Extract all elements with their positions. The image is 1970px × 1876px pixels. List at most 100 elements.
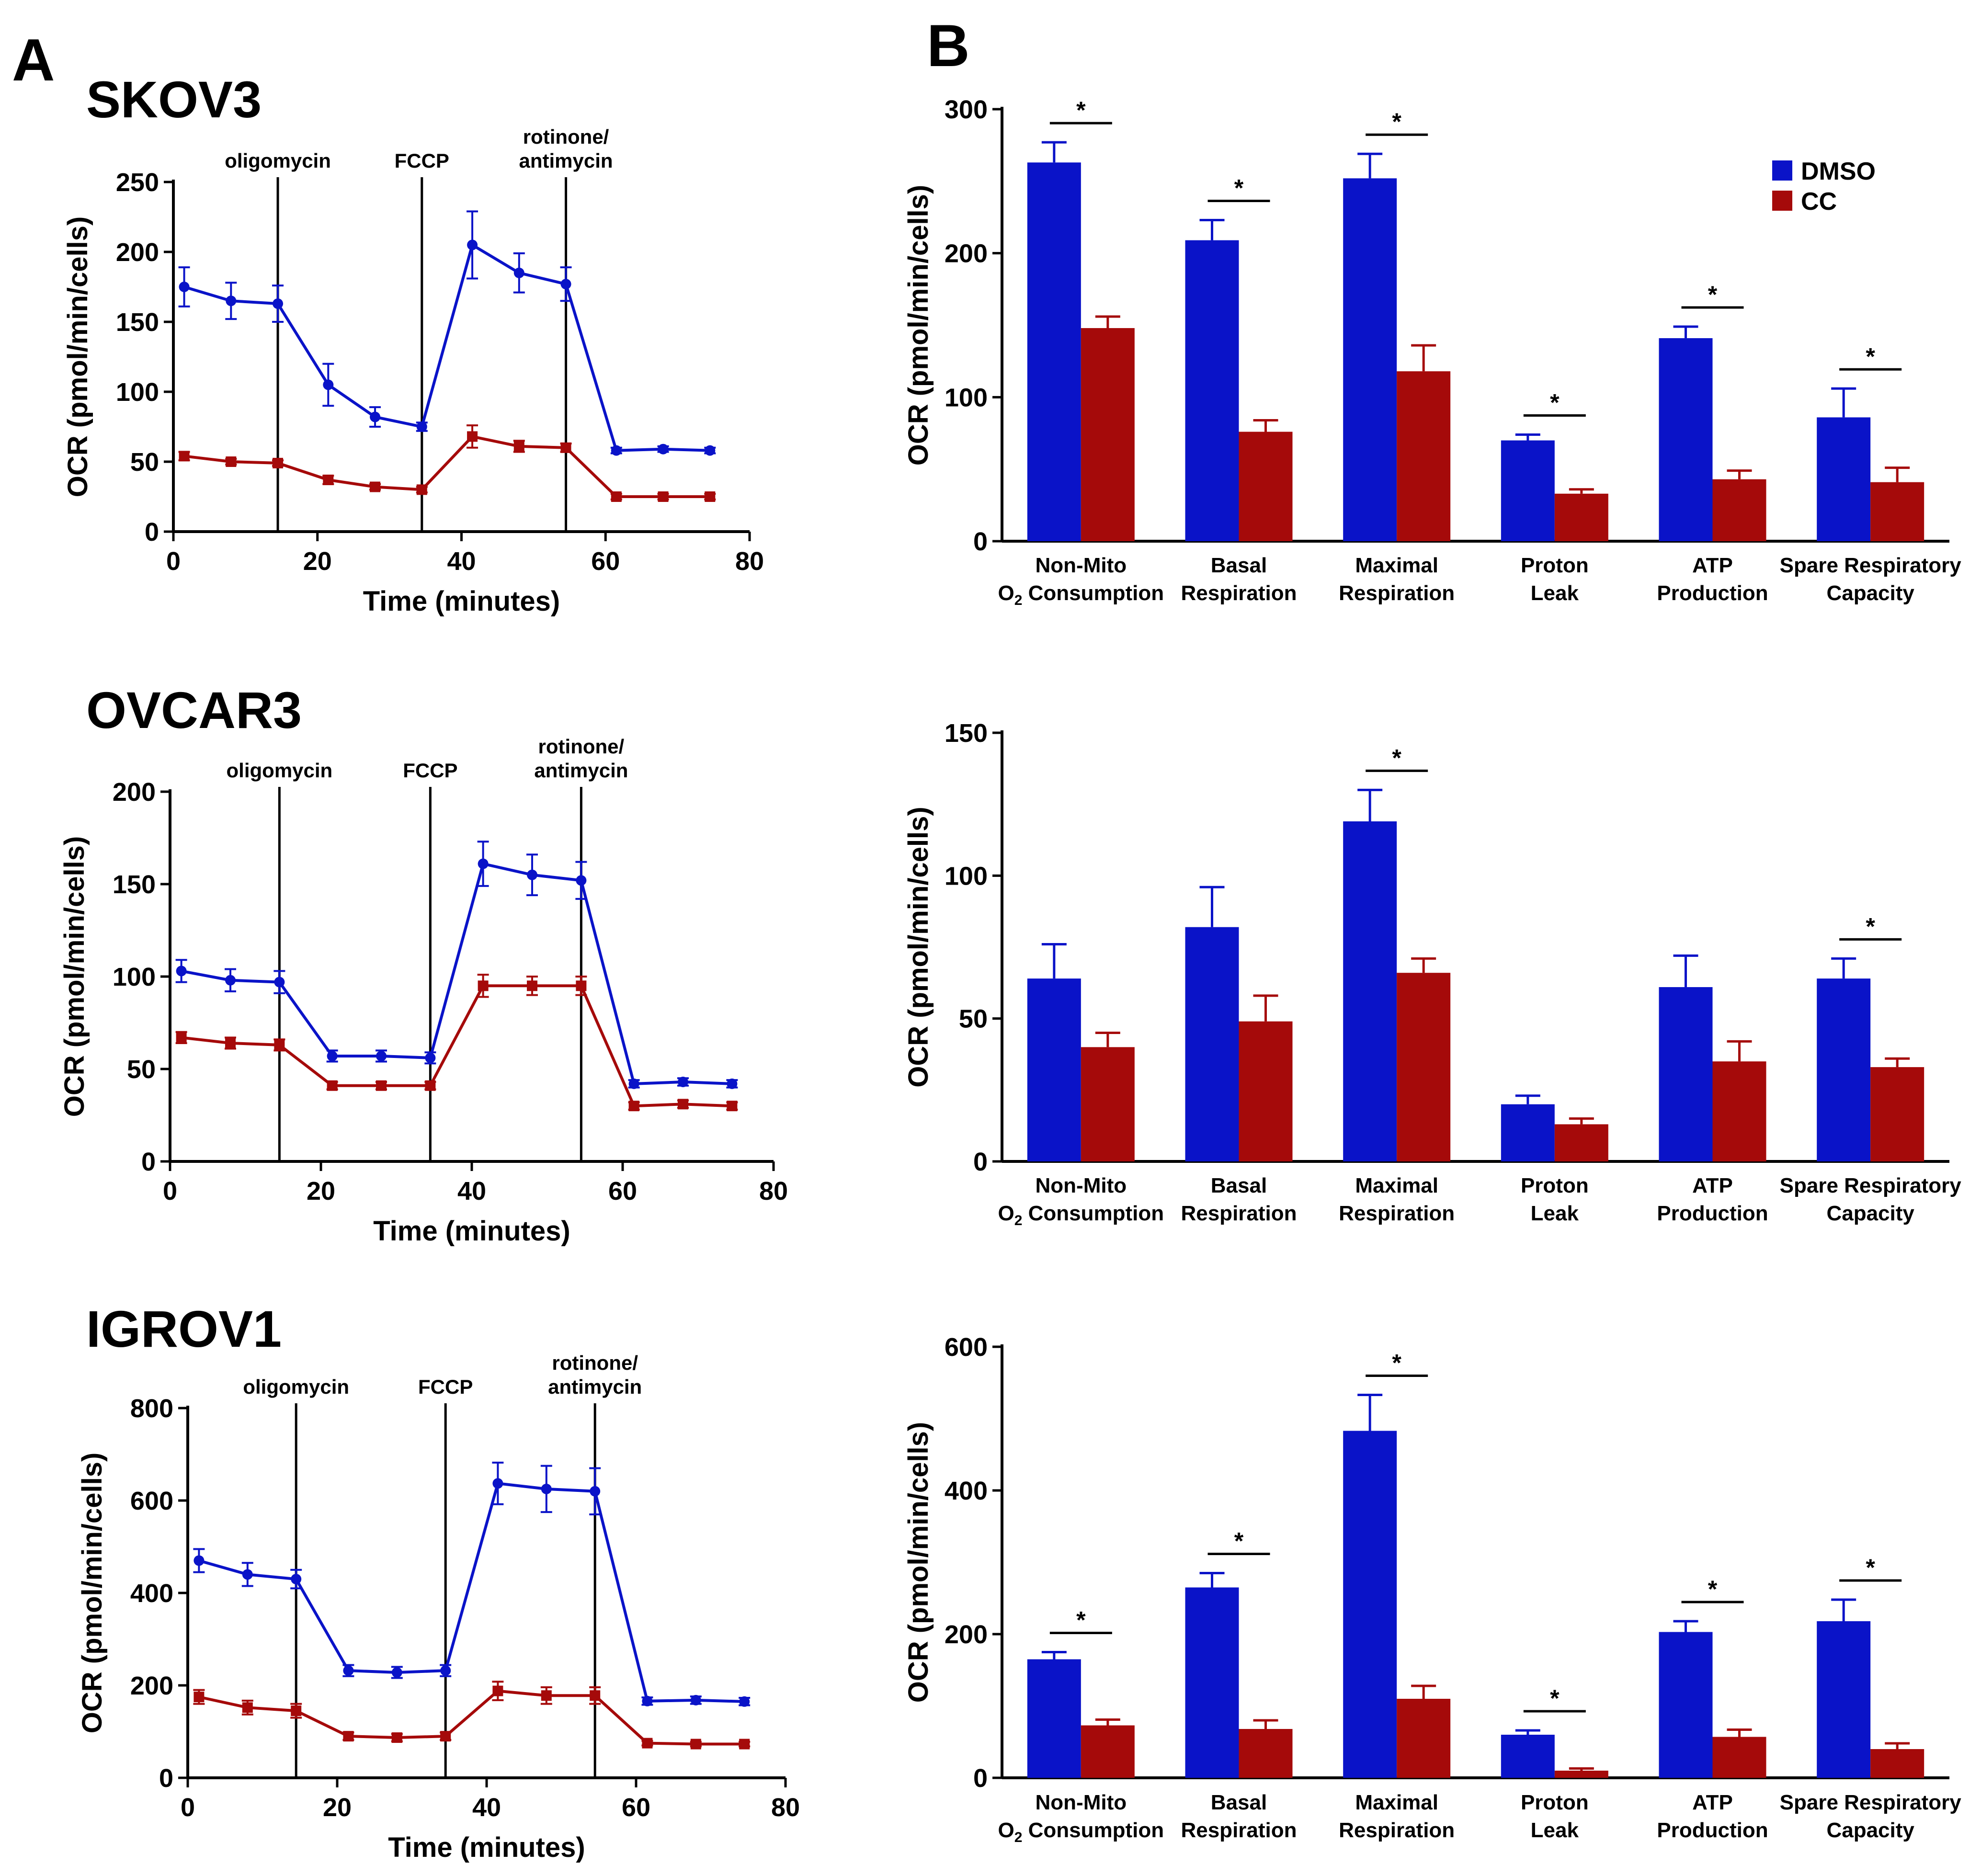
category-label: Proton (1521, 1791, 1589, 1814)
category-label: Leak (1531, 581, 1579, 605)
significance-star: * (1392, 744, 1401, 771)
significance-star: * (1076, 1607, 1086, 1634)
bar-cc (1712, 1061, 1766, 1161)
bar-dmso (1659, 987, 1713, 1161)
data-point-dmso (739, 1696, 750, 1707)
category-label: Non-Mito (1036, 1791, 1127, 1814)
data-point-cc (176, 1032, 187, 1043)
significance-star: * (1550, 1685, 1560, 1712)
category-label: Maximal (1355, 554, 1438, 577)
bar-cc (1870, 1067, 1924, 1161)
injection-label: antimycin (548, 1376, 642, 1398)
category-label: Capacity (1826, 1819, 1914, 1842)
bar-chart-ovcar3: 0 50 100 150 OCR (pmol/min/cells) Non-Mito O2 … (903, 719, 1961, 1228)
category-label: Proton (1521, 554, 1589, 577)
data-point-dmso (513, 267, 524, 278)
data-point-dmso (492, 1478, 503, 1489)
bar-dmso (1027, 162, 1081, 541)
data-point-dmso (705, 445, 716, 456)
data-point-dmso (176, 966, 187, 977)
y-tick-label: 100 (116, 378, 159, 407)
x-tick-label: 20 (303, 547, 332, 576)
x-tick-label: 80 (735, 547, 764, 576)
series-line-dmso (183, 242, 710, 452)
bar-cc (1554, 1124, 1608, 1161)
chart-title: IGROV1 (86, 1300, 282, 1358)
category-label: Respiration (1181, 1819, 1297, 1842)
x-axis-label: Time (minutes) (363, 586, 560, 617)
line-chart-skov3: SKOV3 0 50 100 150 200 250 0 20 40 60 80 Time (minut… (62, 70, 764, 617)
category-label: Production (1657, 1819, 1768, 1842)
data-point-cc (590, 1690, 601, 1701)
category-label: Capacity (1826, 581, 1914, 605)
legend: DMSO CC (1772, 158, 1876, 216)
data-point-cc (642, 1738, 653, 1749)
y-tick-label: 200 (945, 1620, 988, 1649)
data-point-dmso (541, 1483, 552, 1494)
bar-dmso (1343, 821, 1397, 1161)
significance-star: * (1392, 108, 1401, 135)
y-tick-label: 50 (130, 448, 159, 477)
y-tick-label: 100 (113, 963, 156, 991)
bar-cc (1870, 482, 1924, 541)
category-label: ATP (1692, 1174, 1733, 1197)
y-tick-label: 800 (130, 1394, 173, 1423)
data-point-dmso (440, 1665, 451, 1676)
bar-dmso (1185, 927, 1239, 1161)
category-label: Spare Respiratory (1780, 1791, 1962, 1814)
y-tick-label: 0 (141, 1148, 156, 1176)
bar-chart-skov3: 0 100 200 300 OCR (pmol/min/cells) Non-Mito O2… (903, 95, 1961, 608)
bar-dmso (1817, 1621, 1871, 1778)
series-line-cc (198, 1689, 745, 1746)
data-point-cc (226, 456, 237, 467)
data-point-cc (727, 1101, 738, 1112)
x-tick-label: 20 (307, 1177, 335, 1205)
y-tick-label: 150 (113, 870, 156, 899)
data-point-cc (628, 1101, 639, 1112)
bar-cc (1397, 371, 1451, 541)
data-point-cc (391, 1732, 402, 1743)
significance-star: * (1866, 913, 1875, 940)
x-tick-label: 0 (166, 547, 181, 576)
injection-label: oligomycin (243, 1376, 349, 1398)
y-tick-label: 100 (945, 383, 988, 412)
data-point-dmso (416, 421, 427, 432)
y-tick-label: 600 (945, 1333, 988, 1362)
bar-cc (1081, 1047, 1135, 1161)
significance-star: * (1234, 175, 1244, 202)
data-point-dmso (291, 1574, 302, 1585)
data-point-dmso (370, 411, 381, 422)
x-axis-label: Time (minutes) (388, 1832, 585, 1863)
category-label: Leak (1531, 1202, 1579, 1225)
data-point-dmso (560, 279, 571, 290)
y-axis-label: OCR (pmol/min/cells) (903, 807, 934, 1088)
category-label: Leak (1531, 1819, 1579, 1842)
data-point-cc (513, 441, 524, 452)
x-tick-label: 40 (472, 1793, 501, 1822)
line-chart-ovcar3: OVCAR3 0 50 100 150 200 0 20 40 60 80 Time (minutes… (59, 681, 788, 1247)
y-tick-label: 150 (116, 308, 159, 337)
data-point-dmso (611, 445, 622, 456)
x-tick-label: 60 (622, 1793, 650, 1822)
data-point-dmso (179, 282, 190, 292)
data-point-dmso (690, 1694, 701, 1705)
y-axis-label: OCR (pmol/min/cells) (77, 1453, 108, 1734)
data-point-cc (611, 491, 622, 502)
chart-title: SKOV3 (86, 70, 262, 128)
injection-label: oligomycin (227, 759, 333, 782)
category-label: Respiration (1181, 1202, 1297, 1225)
data-point-cc (225, 1037, 236, 1048)
data-point-dmso (590, 1486, 601, 1497)
data-point-cc (416, 484, 427, 495)
legend-label-cc: CC (1801, 188, 1837, 216)
data-point-cc (327, 1080, 338, 1091)
bar-cc (1554, 1771, 1608, 1778)
data-point-cc (541, 1690, 552, 1701)
bar-cc (1239, 432, 1293, 541)
category-label: Respiration (1339, 581, 1455, 605)
significance-star: * (1708, 281, 1718, 308)
data-point-cc (194, 1692, 205, 1703)
category-label: Basal (1211, 1791, 1267, 1814)
y-tick-label: 400 (945, 1477, 988, 1505)
bar-cc (1081, 1725, 1135, 1778)
